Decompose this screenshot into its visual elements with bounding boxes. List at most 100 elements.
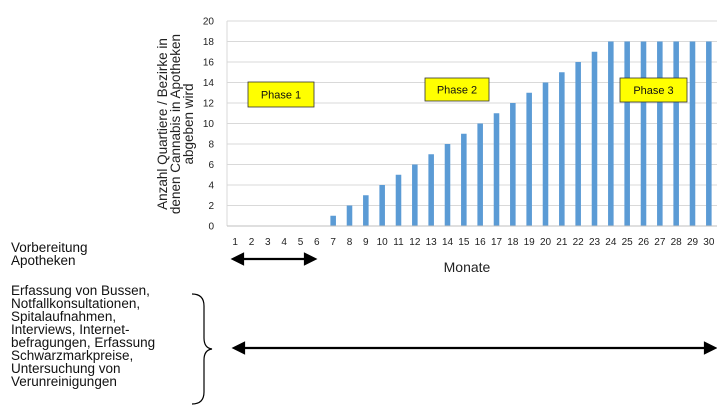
phase-box-bg bbox=[247, 81, 315, 108]
x-tick-label: 27 bbox=[654, 237, 666, 248]
x-tick-label: 12 bbox=[409, 237, 421, 248]
y-tick-label: 6 bbox=[208, 160, 214, 171]
y-tick-label: 0 bbox=[208, 222, 214, 233]
x-tick-label: 7 bbox=[330, 237, 336, 248]
x-tick-labels: 1 2 3 4 5 6 7 8 9 10 11 12 13 14 15 16 17 18 19 20 21 22 23 24 2… bbox=[232, 237, 714, 248]
x-tick-label: 9 bbox=[363, 237, 369, 248]
bar bbox=[444, 144, 451, 226]
bar bbox=[657, 41, 663, 226]
x-tick-label: 24 bbox=[605, 237, 617, 248]
methods-label-line: Notfallkonsultationen, bbox=[11, 296, 141, 311]
bar bbox=[510, 103, 516, 226]
methods-label-line: Erfassung von Bussen, bbox=[11, 283, 150, 298]
bar bbox=[346, 205, 353, 226]
x-tick-label: 30 bbox=[703, 237, 715, 248]
x-tick-label: 18 bbox=[507, 237, 519, 248]
phase-box-bg bbox=[619, 77, 688, 103]
bar bbox=[673, 41, 679, 226]
phase-box: Phase 1 bbox=[247, 81, 315, 108]
bar bbox=[542, 82, 549, 226]
bar bbox=[412, 164, 418, 226]
x-tick-label: 4 bbox=[281, 237, 287, 248]
y-tick-label: 4 bbox=[208, 181, 214, 192]
bar bbox=[395, 174, 402, 226]
bar bbox=[477, 123, 483, 226]
x-tick-label: 25 bbox=[622, 237, 634, 248]
x-tick-label: 13 bbox=[426, 237, 438, 248]
methods-label-line: Schwarzmarkpreise, bbox=[11, 348, 134, 363]
axes bbox=[226, 21, 717, 227]
y-axis-label: Anzahl Quartiere / Bezirke indenen Canna… bbox=[155, 34, 196, 214]
x-tick-label: 29 bbox=[687, 237, 699, 248]
x-tick-label: 22 bbox=[573, 237, 585, 248]
x-tick-label: 6 bbox=[314, 237, 320, 248]
x-tick-label: 1 bbox=[232, 237, 238, 248]
bar bbox=[591, 51, 598, 226]
x-tick-label: 2 bbox=[249, 237, 255, 248]
x-tick-label: 15 bbox=[458, 237, 470, 248]
x-axis-label: Monate bbox=[444, 259, 491, 275]
bar bbox=[624, 41, 630, 226]
x-tick-label: 28 bbox=[671, 237, 683, 248]
y-tick-label: 14 bbox=[203, 78, 215, 89]
x-tick-label: 17 bbox=[491, 237, 503, 248]
x-tick-label: 8 bbox=[347, 237, 353, 248]
prep-arrow bbox=[230, 252, 318, 266]
y-tick-label: 16 bbox=[203, 58, 215, 69]
phase-box-bg bbox=[424, 77, 490, 102]
y-tick-label: 2 bbox=[208, 201, 214, 212]
x-tick-label: 23 bbox=[589, 237, 601, 248]
bar bbox=[640, 41, 647, 226]
y-axis-label-line: Anzahl Quartiere / Bezirke in bbox=[155, 38, 170, 210]
y-tick-label: 20 bbox=[203, 17, 215, 28]
methods-label-line: befragungen, Erfassung bbox=[11, 335, 156, 350]
x-tick-label: 10 bbox=[377, 237, 389, 248]
x-tick-label: 20 bbox=[540, 237, 552, 248]
bar bbox=[379, 185, 385, 226]
bar bbox=[706, 41, 712, 226]
prep-label-line: Vorbereitung bbox=[11, 240, 88, 255]
x-tick-label: 14 bbox=[442, 237, 454, 248]
prep-label: Vorbereitung Apotheken bbox=[11, 240, 151, 268]
x-tick-label: 16 bbox=[475, 237, 487, 248]
methods-label-line: Verunreinigungen bbox=[11, 374, 117, 389]
bar bbox=[461, 133, 467, 226]
methods-label-line: Untersuchung von bbox=[11, 361, 121, 376]
x-tick-label: 11 bbox=[393, 237, 404, 248]
bar bbox=[575, 62, 581, 226]
bar bbox=[689, 41, 696, 226]
x-tick-label: 19 bbox=[524, 237, 536, 248]
bar bbox=[428, 154, 434, 226]
bar bbox=[363, 195, 369, 226]
y-tick-label: 10 bbox=[203, 119, 215, 130]
y-axis-label-line: denen Cannabis in Apotheken bbox=[168, 34, 183, 214]
bar bbox=[559, 72, 565, 226]
bar-series bbox=[330, 41, 712, 226]
phase-box: Phase 2 bbox=[424, 77, 490, 102]
methods-label: Erfassung von Bussen, Notfallkonsultatio… bbox=[11, 283, 211, 389]
y-tick-label: 18 bbox=[203, 37, 215, 48]
methods-label-line: Interviews, Internet- bbox=[11, 322, 130, 337]
bar bbox=[493, 113, 500, 226]
phase-box: Phase 3 bbox=[619, 77, 688, 103]
phase-label: Phase 1 bbox=[261, 90, 301, 102]
x-tick-label: 26 bbox=[638, 237, 650, 248]
prep-label-line: Apotheken bbox=[11, 253, 76, 268]
phase-boxes: Phase 1 Phase 2 Phase 3 bbox=[247, 77, 688, 108]
x-tick-label: 3 bbox=[265, 237, 271, 248]
y-axis-label-line: abgeben wird bbox=[181, 83, 196, 164]
methods-brace bbox=[191, 293, 213, 405]
x-tick-label: 21 bbox=[556, 237, 568, 248]
phase-label: Phase 2 bbox=[437, 85, 477, 97]
phase-label: Phase 3 bbox=[633, 85, 673, 97]
bar bbox=[608, 41, 614, 226]
bar bbox=[330, 215, 336, 226]
methods-label-line: Spitalaufnahmen, bbox=[11, 309, 117, 324]
y-tick-label: 12 bbox=[203, 99, 215, 110]
x-tick-label: 5 bbox=[298, 237, 304, 248]
bar bbox=[526, 92, 532, 226]
y-tick-label: 8 bbox=[208, 140, 214, 151]
methods-arrow bbox=[231, 341, 717, 355]
y-tick-labels: 0 2 4 6 8 10 12 14 16 18 20 bbox=[203, 17, 215, 233]
